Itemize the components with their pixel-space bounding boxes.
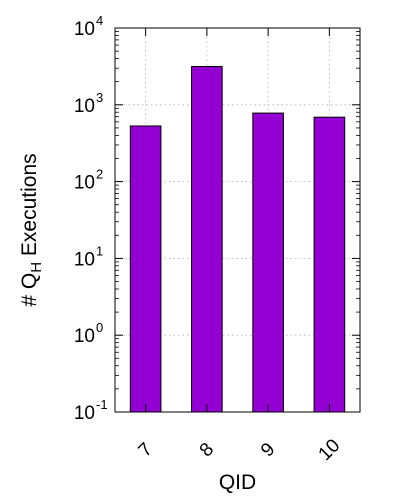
y-tick-label-base: 10 [74, 326, 95, 347]
y-axis-title-suffix: Executions [18, 153, 41, 262]
x-tick-labels: 7 8 9 10 [135, 435, 345, 465]
bar-qid-10 [313, 116, 346, 413]
y-tick-label-base: 10 [74, 173, 95, 194]
y-tick-label-base: 10 [74, 249, 95, 270]
y-axis-title: # QH Executions [18, 153, 45, 306]
x-tick-label-7: 7 [135, 439, 157, 461]
bars [129, 66, 346, 413]
y-tick-label-exponent: 2 [96, 167, 103, 182]
y-tick-label-exponent: 0 [96, 320, 103, 335]
y-tick-label-exponent: 1 [96, 243, 103, 258]
y-tick-label-exponent: 4 [96, 13, 103, 28]
plot-frame [114, 27, 361, 413]
tick-marks [115, 27, 360, 413]
bar-qid-8 [191, 66, 223, 413]
x-tick-label-10: 10 [315, 435, 345, 465]
bar-qid-7 [129, 125, 162, 413]
y-tick-label-exponent: 3 [96, 90, 103, 105]
y-tick-label-base: 10 [74, 96, 95, 117]
y-tick-label-base: 10 [74, 19, 95, 40]
x-tick-label-8: 8 [196, 439, 218, 461]
y-axis-title-prefix: # Q [18, 273, 41, 307]
x-axis-title: QID [219, 471, 256, 494]
y-axis-title-subscript: H [28, 262, 45, 273]
y-tick-label-base: 10 [74, 403, 95, 424]
x-tick-label-9: 9 [257, 439, 279, 461]
bar-qid-9 [252, 112, 284, 413]
y-tick-label-exponent: -1 [96, 397, 108, 412]
